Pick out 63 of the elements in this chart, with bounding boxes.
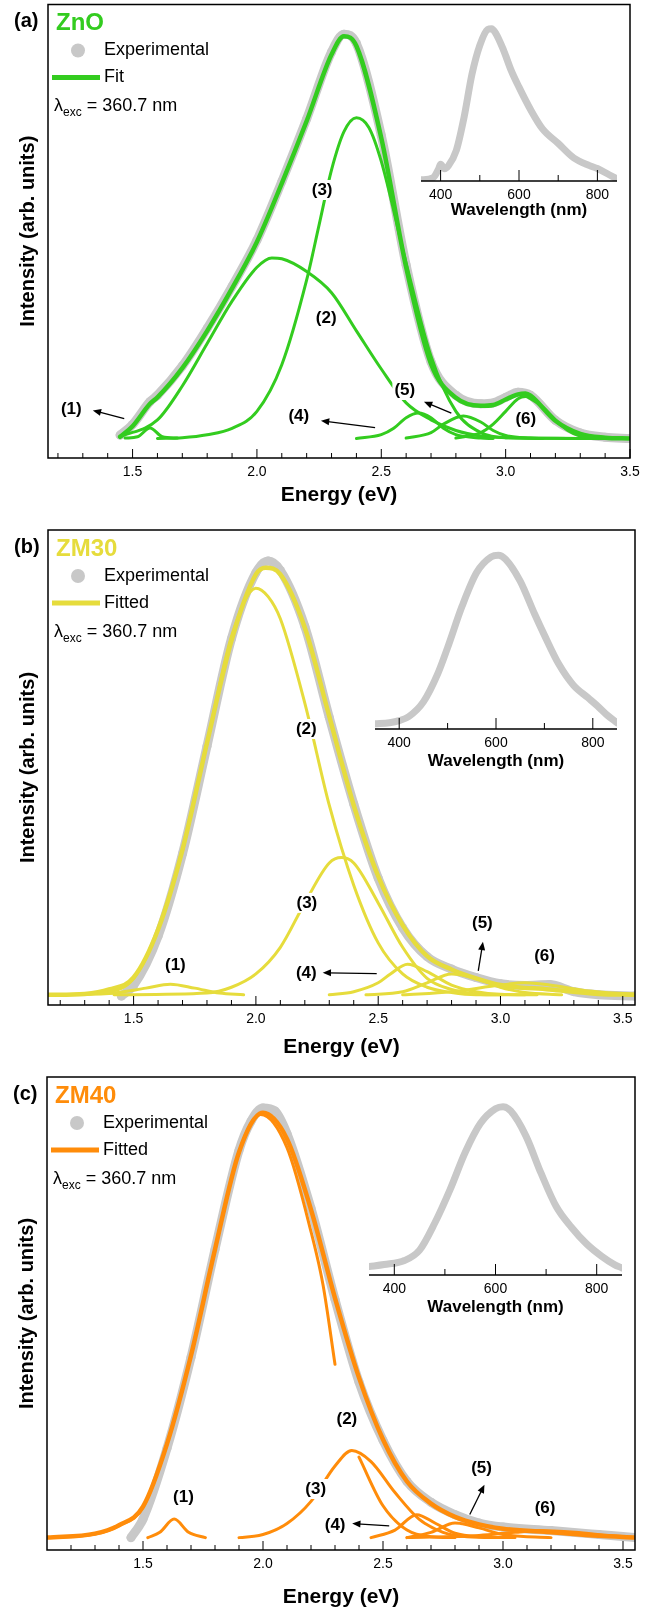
x-tick-label: 800 bbox=[581, 734, 605, 751]
chart-title: ZM30 bbox=[56, 533, 118, 561]
annotation: (1) bbox=[60, 399, 82, 419]
x-axis-title: Wavelength (nm) bbox=[427, 1297, 564, 1317]
x-tick-label: 800 bbox=[585, 1280, 609, 1297]
x-axis-title: Wavelength (nm) bbox=[427, 751, 565, 771]
x-tick-label: 3.5 bbox=[613, 1010, 633, 1027]
annotation: (1) bbox=[173, 1487, 194, 1507]
x-tick-label: 400 bbox=[428, 186, 453, 203]
annotation: (4) bbox=[288, 405, 310, 425]
x-tick-label: 2.5 bbox=[373, 1555, 393, 1572]
annotation: (4) bbox=[295, 962, 317, 982]
text: (c) bbox=[13, 1081, 38, 1104]
annotation: (6) bbox=[534, 1498, 556, 1518]
annotation: (6) bbox=[515, 409, 537, 429]
x-tick-label: 1.5 bbox=[122, 463, 143, 480]
legend-label: Experimental bbox=[104, 564, 210, 585]
annotation: (5) bbox=[394, 379, 416, 399]
legend-label: Fit bbox=[104, 66, 124, 87]
x-tick-label: 3.5 bbox=[613, 1555, 633, 1572]
annotation: (3) bbox=[305, 1478, 327, 1498]
y-axis-title: Intensity (arb. units) bbox=[14, 1217, 37, 1410]
x-tick-label: 2.0 bbox=[247, 463, 267, 480]
x-tick-label: 600 bbox=[507, 186, 531, 203]
x-tick-label: 600 bbox=[484, 734, 508, 751]
x-tick-label: 1.5 bbox=[123, 1010, 144, 1027]
legend-label: Experimental bbox=[104, 39, 210, 60]
annotation: (1) bbox=[164, 954, 186, 974]
y-axis-title: Intensity (arb. units) bbox=[15, 671, 38, 864]
x-tick-label: 1.5 bbox=[133, 1555, 153, 1572]
annotation: (2) bbox=[336, 1409, 358, 1429]
x-axis-title: Energy (eV) bbox=[283, 1034, 400, 1058]
legend-label: Fitted bbox=[104, 591, 150, 612]
x-tick-label: 3.0 bbox=[490, 1010, 511, 1027]
x-tick-label: 800 bbox=[585, 186, 610, 203]
annotation: (5) bbox=[471, 913, 493, 933]
text: (a) bbox=[14, 9, 39, 32]
x-tick-label: 2.5 bbox=[371, 463, 392, 480]
x-tick-label: 3.0 bbox=[495, 463, 516, 480]
annotation: (2) bbox=[295, 718, 317, 738]
annotation: (2) bbox=[315, 307, 337, 327]
x-axis-title: Energy (eV) bbox=[282, 1584, 400, 1608]
chart-title: ZnO bbox=[56, 8, 104, 36]
x-axis-title: Energy (eV) bbox=[280, 482, 398, 506]
x-tick-label: 2.0 bbox=[246, 1010, 266, 1027]
text: (b) bbox=[14, 534, 40, 557]
x-tick-label: 400 bbox=[387, 734, 412, 751]
x-tick-label: 3.5 bbox=[620, 463, 640, 480]
legend-label: Experimental bbox=[103, 1111, 209, 1132]
x-tick-label: 2.5 bbox=[368, 1010, 389, 1027]
x-tick-label: 600 bbox=[483, 1280, 508, 1297]
chart-title: ZM40 bbox=[55, 1080, 117, 1108]
annotation: (6) bbox=[534, 946, 555, 966]
annotation: (3) bbox=[311, 179, 333, 199]
x-axis-title: Wavelength (nm) bbox=[450, 200, 588, 220]
y-axis-title: Intensity (arb. units) bbox=[15, 135, 38, 327]
legend-label: Fitted bbox=[103, 1138, 149, 1159]
x-tick-label: 3.0 bbox=[493, 1555, 513, 1572]
x-tick-label: 400 bbox=[382, 1280, 407, 1297]
annotation: (4) bbox=[324, 1515, 346, 1535]
x-tick-label: 2.0 bbox=[253, 1555, 273, 1572]
annotation: (5) bbox=[471, 1457, 492, 1477]
annotation: (3) bbox=[296, 892, 318, 912]
